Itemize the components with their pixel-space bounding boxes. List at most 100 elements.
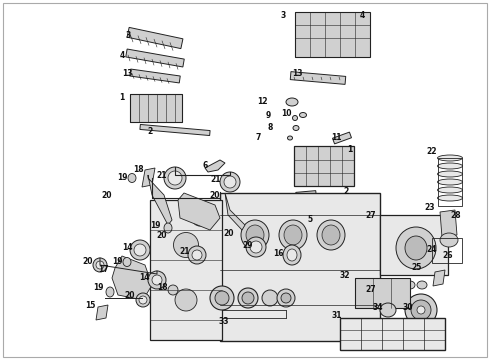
Ellipse shape <box>262 290 278 306</box>
Text: 25: 25 <box>412 264 422 273</box>
Text: 28: 28 <box>451 211 461 220</box>
Text: 14: 14 <box>122 243 132 252</box>
Ellipse shape <box>192 250 202 260</box>
Text: 3: 3 <box>280 10 286 19</box>
Polygon shape <box>112 256 152 300</box>
Ellipse shape <box>192 210 208 226</box>
Ellipse shape <box>322 225 340 245</box>
Ellipse shape <box>405 294 437 326</box>
Bar <box>150 200 222 340</box>
Ellipse shape <box>417 306 425 314</box>
Text: 20: 20 <box>210 190 220 199</box>
Text: 20: 20 <box>224 229 234 238</box>
Text: 8: 8 <box>268 123 273 132</box>
Ellipse shape <box>293 116 297 121</box>
Ellipse shape <box>411 300 431 320</box>
Text: 1: 1 <box>347 144 353 153</box>
Text: 11: 11 <box>331 134 341 143</box>
Text: 19: 19 <box>93 284 103 292</box>
Ellipse shape <box>246 237 266 257</box>
Ellipse shape <box>287 249 297 261</box>
Bar <box>130 94 182 122</box>
Text: 18: 18 <box>157 283 167 292</box>
Bar <box>380 215 448 275</box>
Ellipse shape <box>286 98 298 106</box>
Text: 22: 22 <box>427 148 437 157</box>
Ellipse shape <box>173 233 198 257</box>
Ellipse shape <box>293 126 299 130</box>
Text: 18: 18 <box>133 166 143 175</box>
Polygon shape <box>205 160 225 172</box>
Ellipse shape <box>130 240 150 260</box>
Text: 23: 23 <box>425 202 435 211</box>
Ellipse shape <box>405 236 427 260</box>
Text: 30: 30 <box>403 303 413 312</box>
Ellipse shape <box>288 136 293 140</box>
Polygon shape <box>290 72 346 84</box>
Ellipse shape <box>438 195 463 201</box>
Ellipse shape <box>168 285 178 295</box>
Polygon shape <box>433 270 445 286</box>
Bar <box>220 193 380 341</box>
Ellipse shape <box>164 223 172 233</box>
Ellipse shape <box>152 275 162 285</box>
Polygon shape <box>333 132 351 144</box>
Text: 13: 13 <box>122 68 132 77</box>
Ellipse shape <box>396 227 436 269</box>
Ellipse shape <box>312 213 320 227</box>
Bar <box>355 278 410 308</box>
Text: 14: 14 <box>139 273 149 282</box>
Text: 32: 32 <box>340 271 350 280</box>
Ellipse shape <box>299 112 307 117</box>
Text: 7: 7 <box>255 134 261 143</box>
Ellipse shape <box>405 281 415 289</box>
Ellipse shape <box>128 174 136 183</box>
Ellipse shape <box>283 245 301 265</box>
Text: 31: 31 <box>332 311 342 320</box>
Bar <box>432 238 462 263</box>
Bar <box>438 158 462 206</box>
Text: 24: 24 <box>427 246 437 255</box>
Text: 3: 3 <box>125 31 131 40</box>
Ellipse shape <box>246 225 264 245</box>
Ellipse shape <box>93 258 107 272</box>
Ellipse shape <box>215 291 229 305</box>
Polygon shape <box>126 49 184 67</box>
Polygon shape <box>130 69 180 83</box>
Bar <box>340 318 445 350</box>
Ellipse shape <box>175 289 197 311</box>
Ellipse shape <box>438 179 463 185</box>
Ellipse shape <box>277 289 295 307</box>
Ellipse shape <box>284 225 302 245</box>
Ellipse shape <box>417 281 427 289</box>
Ellipse shape <box>250 241 262 253</box>
Ellipse shape <box>123 257 131 266</box>
Text: 20: 20 <box>125 292 135 301</box>
Polygon shape <box>178 193 220 230</box>
Polygon shape <box>127 27 183 49</box>
Text: 1: 1 <box>120 93 124 102</box>
Text: 10: 10 <box>281 108 291 117</box>
Text: 21: 21 <box>180 248 190 256</box>
Text: 4: 4 <box>120 50 124 59</box>
Ellipse shape <box>281 293 291 303</box>
Ellipse shape <box>136 293 150 307</box>
Text: 29: 29 <box>243 240 253 249</box>
Text: 2: 2 <box>147 126 152 135</box>
Ellipse shape <box>106 287 114 297</box>
Polygon shape <box>225 193 245 230</box>
Bar <box>294 146 354 186</box>
Polygon shape <box>296 191 316 197</box>
Text: 21: 21 <box>157 171 167 180</box>
Text: 6: 6 <box>202 161 208 170</box>
Text: 27: 27 <box>366 211 376 220</box>
Ellipse shape <box>380 303 396 317</box>
Ellipse shape <box>224 176 236 188</box>
Ellipse shape <box>440 233 458 247</box>
Ellipse shape <box>418 297 426 303</box>
Bar <box>295 12 370 57</box>
Text: 26: 26 <box>443 251 453 260</box>
Text: 13: 13 <box>292 68 302 77</box>
Ellipse shape <box>134 244 146 256</box>
Polygon shape <box>140 125 210 136</box>
